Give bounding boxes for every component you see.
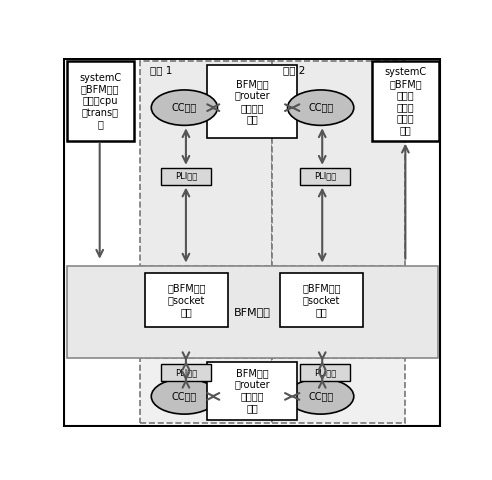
Text: 用BFM模拟
的socket
模型: 用BFM模拟 的socket 模型 [167, 284, 206, 317]
Bar [372, 61, 439, 141]
Bar [208, 362, 297, 420]
Bar [140, 61, 272, 265]
Bar [272, 61, 404, 265]
Text: 节点 2: 节点 2 [282, 65, 305, 75]
Text: CC芯片: CC芯片 [308, 103, 333, 113]
Ellipse shape [151, 379, 217, 414]
Bar [161, 364, 212, 381]
Text: systemC
在BFM环
境下实
现的错
误检测
记录: systemC 在BFM环 境下实 现的错 误检测 记录 [385, 67, 427, 135]
Ellipse shape [151, 90, 217, 125]
Text: BFM模拟
的router
和物理层
通路: BFM模拟 的router 和物理层 通路 [234, 368, 270, 413]
Bar [208, 65, 297, 138]
Text: BFM模拟
的router
和物理层
通路: BFM模拟 的router 和物理层 通路 [234, 80, 270, 124]
Bar [300, 364, 350, 381]
Bar [300, 168, 350, 185]
Text: PLI接口: PLI接口 [175, 172, 197, 180]
Bar [140, 358, 272, 423]
Text: 节点 1: 节点 1 [150, 65, 173, 75]
Bar [272, 358, 404, 423]
Ellipse shape [287, 90, 354, 125]
Bar [161, 168, 212, 185]
Text: 用BFM模拟
的socket
模型: 用BFM模拟 的socket 模型 [302, 284, 340, 317]
Text: PLI接口: PLI接口 [314, 172, 336, 180]
Text: CC芯片: CC芯片 [172, 103, 197, 113]
Ellipse shape [287, 379, 354, 414]
Bar [66, 265, 438, 358]
Bar [280, 273, 363, 327]
Text: CC芯片: CC芯片 [172, 391, 197, 401]
Text: CC芯片: CC芯片 [308, 391, 333, 401]
Bar [145, 273, 228, 327]
Text: PLI接口: PLI接口 [314, 368, 336, 377]
Text: PLI接口: PLI接口 [175, 368, 197, 377]
Text: systemC
在BFM端用
模拟的cpu
发trans激
励: systemC 在BFM端用 模拟的cpu 发trans激 励 [79, 73, 121, 129]
Bar [66, 61, 133, 141]
Text: BFM环境: BFM环境 [234, 307, 271, 317]
